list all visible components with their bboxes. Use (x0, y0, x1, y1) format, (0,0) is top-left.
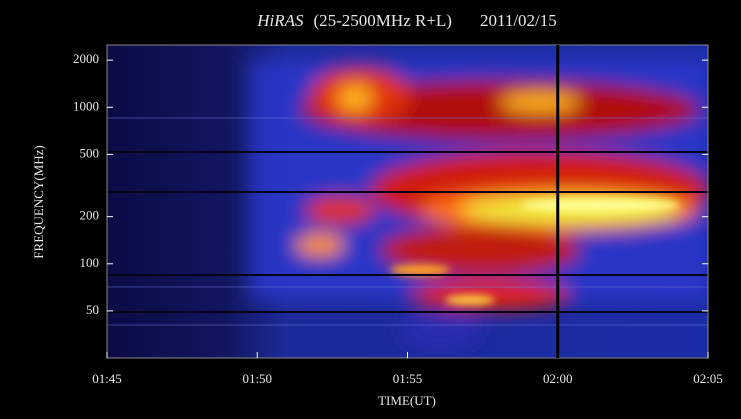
y-tick-label: 1000 (73, 98, 99, 113)
y-tick-label: 2000 (73, 51, 99, 66)
x-tick-label: 02:05 (693, 371, 723, 386)
subtitle: (25-2500MHz R+L) (313, 11, 451, 30)
y-tick-label: 500 (80, 145, 100, 160)
y-tick-label: 50 (86, 302, 99, 317)
x-tick-label: 02:00 (543, 371, 573, 386)
x-tick-label: 01:45 (92, 371, 122, 386)
x-tick-label: 01:55 (393, 371, 423, 386)
y-axis-label: FREQUENCY(MHz) (31, 145, 46, 258)
date: 2011/02/15 (480, 11, 557, 30)
y-tick-label: 100 (80, 255, 100, 270)
x-tick-label: 01:50 (242, 371, 272, 386)
page: {"chart_data": {"type": "spectrogram", "… (0, 0, 741, 419)
chart: HiRAS (25-2500MHz R+L) 2011/02/15 TIME(UT)… (0, 0, 741, 419)
spectrogram (107, 45, 710, 358)
chart-title: HiRAS (25-2500MHz R+L) 2011/02/15 (256, 11, 557, 30)
x-axis-label: TIME(UT) (378, 393, 436, 408)
title: HiRAS (256, 11, 304, 30)
y-tick-label: 200 (80, 208, 100, 223)
